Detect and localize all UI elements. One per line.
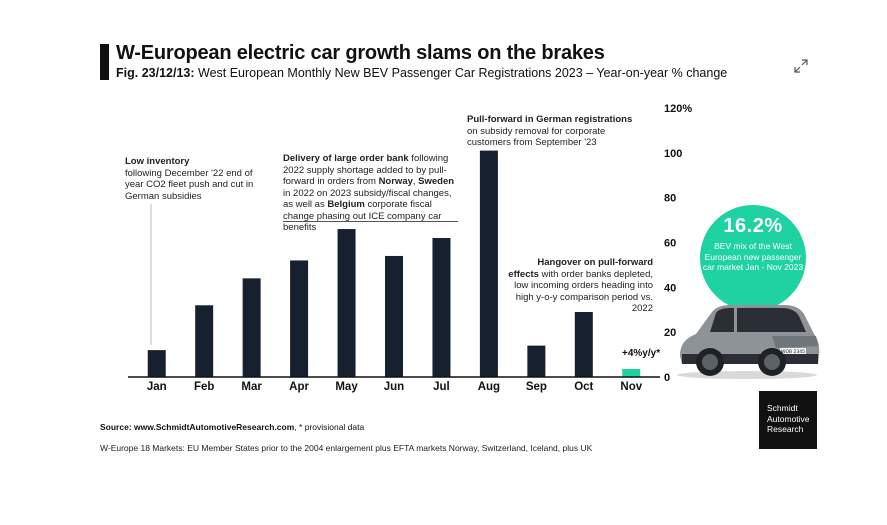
electric-car-illustration: WOB 2345 [677, 305, 820, 379]
badge-value: 16.2% [723, 215, 783, 237]
footnote: W-Europe 18 Markets: EU Member States pr… [100, 443, 593, 453]
annotation-order-bank: Delivery of large order bank following 2… [283, 153, 455, 233]
expand-icon[interactable] [793, 58, 809, 74]
source-line: Source: www.SchmidtAutomotiveResearch.co… [100, 422, 365, 432]
annotation-pull-forward: Pull-forward in German registrations on … [467, 114, 633, 148]
title-accent-bar [100, 44, 109, 80]
chart-subtitle: Fig. 23/12/13: West European Monthly New… [116, 66, 727, 80]
y-tick-label-80: 80 [664, 193, 676, 205]
y-tick-label-100: 100 [664, 148, 682, 160]
annotation-low-inventory: Low inventory following December '22 end … [125, 156, 254, 202]
nov-value-label: +4%y/y* [622, 348, 661, 359]
x-tick-label-mar: Mar [241, 381, 262, 393]
bev-mix-badge: 16.2% BEV mix of the West European new p… [700, 205, 806, 311]
x-tick-label-nov: Nov [620, 381, 642, 393]
bar-oct [574, 311, 593, 377]
figure-reference: Fig. 23/12/13: [116, 66, 195, 80]
x-tick-label-oct: Oct [574, 381, 593, 393]
source-link[interactable]: Source: www.SchmidtAutomotiveResearch.co… [100, 422, 295, 432]
annotation-hangover: Hangover on pull-forward effects with or… [508, 257, 653, 314]
bar-jan [147, 350, 166, 377]
annotation-order-bank-rule [283, 221, 458, 222]
car-plate: WOB 2345 [781, 349, 805, 355]
x-tick-label-apr: Apr [289, 381, 309, 393]
bar-aug [479, 150, 498, 377]
x-tick-label-jun: Jun [384, 381, 404, 393]
y-tick-label-20: 20 [664, 327, 676, 339]
subtitle-text: West European Monthly New BEV Passenger … [198, 66, 728, 80]
bar-jun [385, 255, 403, 377]
badge-text: BEV mix of the West European new passeng… [702, 241, 804, 272]
x-tick-label-feb: Feb [194, 381, 214, 393]
x-tick-label-jan: Jan [147, 381, 167, 393]
y-tick-label-60: 60 [664, 238, 676, 250]
x-tick-label-aug: Aug [478, 381, 500, 393]
bar-feb [195, 305, 214, 377]
bar-sep [527, 345, 546, 377]
brand-logo: Schmidt Automotive Research [759, 391, 817, 449]
bar-apr [290, 260, 309, 377]
bar-jul [432, 238, 451, 377]
y-tick-label-40: 40 [664, 282, 676, 294]
y-tick-label-0: 0 [664, 372, 670, 384]
x-tick-label-sep: Sep [526, 381, 547, 393]
bar-mar [242, 278, 261, 377]
page-title: W-European electric car growth slams on … [116, 42, 605, 64]
bar-nov [622, 369, 641, 377]
x-tick-label-jul: Jul [433, 381, 450, 393]
x-tick-label-may: May [335, 381, 358, 393]
y-tick-label-120: 120% [664, 103, 692, 115]
bar-may [337, 229, 356, 377]
